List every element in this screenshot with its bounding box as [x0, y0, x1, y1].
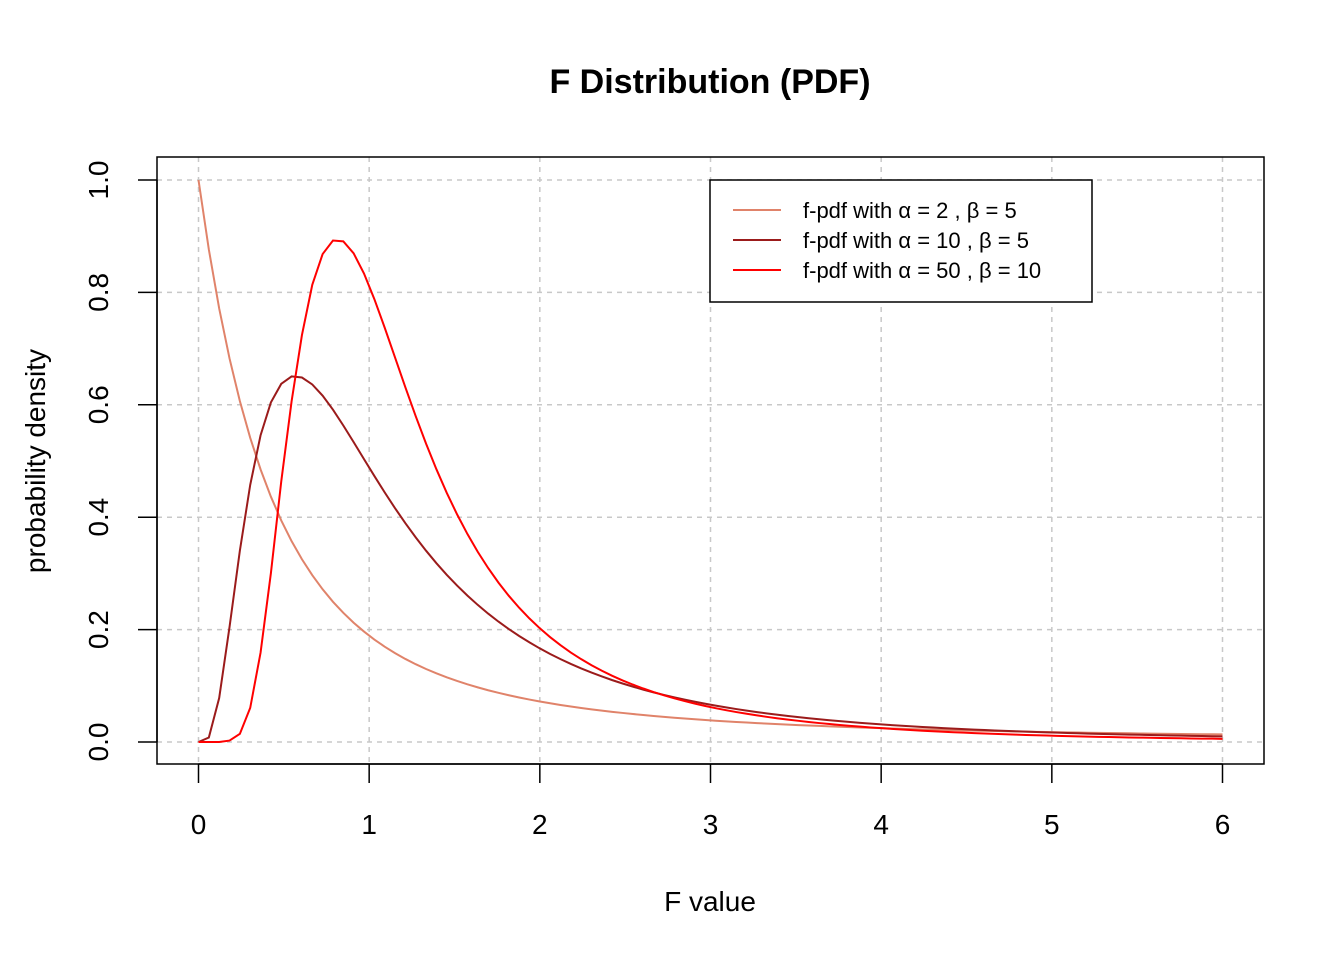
y-tick-label: 0.8: [83, 273, 114, 312]
y-tick-label: 0.0: [83, 723, 114, 762]
chart-title: F Distribution (PDF): [549, 63, 870, 101]
x-axis: 0 1 2 3 4 5 6: [191, 763, 1231, 840]
legend-label-1: f-pdf with α = 2 , β = 5: [803, 198, 1017, 223]
x-tick-label: 6: [1215, 809, 1231, 840]
x-axis-label: F value: [664, 886, 756, 917]
series-line-3: [198, 239, 1223, 743]
series-line-2: [198, 375, 1223, 743]
x-tick-label: 4: [873, 809, 889, 840]
x-tick-label: 3: [703, 809, 719, 840]
y-axis: 0.0 0.2 0.4 0.6 0.8 1.0: [83, 161, 158, 762]
y-tick-label: 1.0: [83, 161, 114, 200]
legend-label-3: f-pdf with α = 50 , β = 10: [803, 258, 1041, 283]
x-tick-label: 2: [532, 809, 548, 840]
series-layer: [197, 179, 1223, 743]
x-tick-label: 0: [191, 809, 207, 840]
y-tick-label: 0.4: [83, 498, 114, 537]
legend: f-pdf with α = 2 , β = 5 f-pdf with α = 1…: [709, 179, 1093, 303]
y-axis-label: probability density: [20, 349, 51, 573]
y-tick-label: 0.2: [83, 610, 114, 649]
x-tick-label: 1: [361, 809, 377, 840]
legend-label-2: f-pdf with α = 10 , β = 5: [803, 228, 1029, 253]
y-tick-label: 0.6: [83, 385, 114, 424]
x-tick-label: 5: [1044, 809, 1060, 840]
